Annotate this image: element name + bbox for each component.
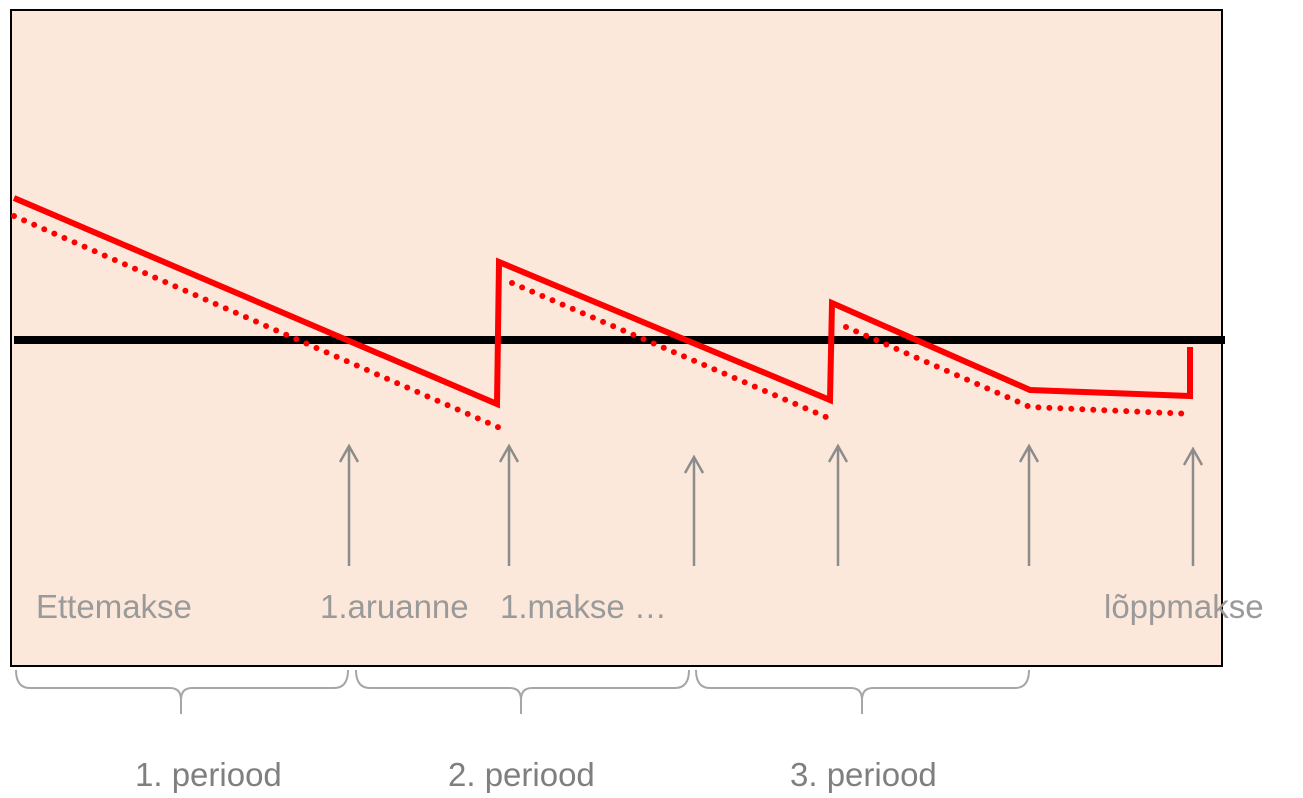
period-label-3: 3. periood <box>790 756 937 793</box>
label-ettemakse: Ettemakse <box>36 588 192 625</box>
balance-line-dotted-path <box>11 213 1195 431</box>
arrow-6 <box>1182 446 1204 566</box>
arrow-4 <box>827 443 849 566</box>
brace-period-1 <box>15 669 349 714</box>
period-label-2: 2. periood <box>448 756 595 793</box>
brace-period-2 <box>355 669 690 714</box>
balance-line-solid <box>12 195 1193 409</box>
brace-period-3 <box>695 669 1030 714</box>
label-loppmakse: lõppmakse <box>1104 588 1264 625</box>
arrow-5 <box>1018 443 1040 566</box>
label-1-makse: 1.makse … <box>500 588 667 625</box>
arrow-2 <box>498 443 520 566</box>
label-1-aruanne: 1.aruanne <box>320 588 469 625</box>
arrow-1 <box>338 443 360 566</box>
arrow-3 <box>683 454 705 566</box>
period-label-1: 1. periood <box>135 756 282 793</box>
